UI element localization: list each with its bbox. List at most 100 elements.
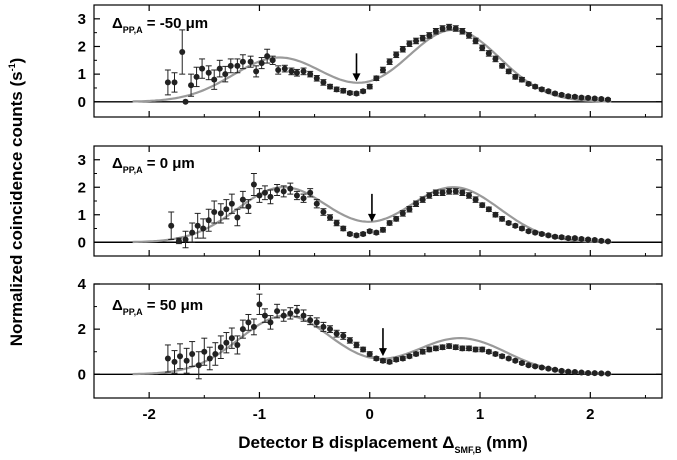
data-point (379, 357, 386, 364)
data-point (591, 237, 598, 244)
y-tick-label: 0 (78, 234, 86, 251)
data-point (399, 46, 406, 53)
data-point (313, 75, 320, 82)
fit-curve (132, 28, 612, 103)
data-point (578, 369, 585, 376)
data-point (320, 323, 327, 330)
data-point (373, 229, 380, 236)
data-point (525, 228, 532, 235)
data-point (193, 73, 200, 80)
data-point (426, 346, 433, 353)
panel-1-label: ΔPP,A = -50 μm (112, 15, 208, 35)
data-point (206, 355, 213, 362)
y-tick-label: 2 (78, 321, 86, 338)
data-point (228, 200, 235, 207)
data-point (512, 222, 519, 229)
data-point (604, 370, 611, 377)
data-point (604, 238, 611, 245)
data-point (373, 75, 380, 82)
data-point (492, 350, 499, 357)
data-point (227, 62, 234, 69)
data-point (188, 82, 195, 89)
x-tick-label: 0 (366, 406, 374, 423)
data-point (307, 317, 314, 324)
data-point (532, 83, 539, 90)
data-point (452, 188, 459, 195)
data-point (413, 200, 420, 207)
data-point (505, 68, 512, 75)
data-point (499, 62, 506, 69)
data-point (205, 69, 212, 76)
data-point (353, 90, 360, 97)
data-point (164, 79, 171, 86)
data-point (168, 222, 175, 229)
data-point (558, 367, 565, 374)
data-point (406, 353, 413, 360)
data-point (234, 214, 241, 221)
panel-3-label: ΔPP,A = 50 μm (112, 297, 203, 317)
data-point (505, 220, 512, 226)
data-point (313, 200, 320, 207)
data-point (346, 337, 353, 344)
data-point (307, 189, 314, 196)
data-point (346, 231, 353, 237)
data-point (194, 222, 201, 229)
data-point (571, 235, 578, 242)
data-point (552, 366, 559, 373)
data-point (538, 86, 545, 93)
x-tick-label: 2 (586, 406, 594, 423)
data-point (200, 225, 207, 232)
data-point (288, 68, 295, 75)
data-point (293, 192, 300, 199)
data-point (177, 353, 184, 360)
data-point (432, 189, 439, 196)
arrow-head (378, 348, 387, 357)
data-point (598, 237, 605, 244)
data-point (558, 234, 565, 241)
data-point (485, 206, 492, 213)
data-point (320, 209, 327, 215)
data-point (578, 94, 585, 101)
data-point (164, 355, 171, 362)
data-point (234, 341, 241, 348)
data-point (406, 40, 413, 47)
data-point (183, 357, 190, 364)
data-point (269, 57, 276, 64)
data-point (179, 49, 186, 56)
data-point (293, 308, 300, 315)
data-point (239, 58, 246, 65)
data-point (532, 363, 539, 370)
data-point (245, 203, 252, 210)
data-point (217, 344, 224, 351)
data-point (201, 348, 208, 355)
data-point (211, 76, 218, 83)
data-point (366, 83, 373, 90)
data-point (280, 188, 287, 195)
data-point (253, 68, 260, 75)
data-point (189, 350, 196, 357)
data-point (499, 215, 506, 222)
data-point (452, 25, 459, 32)
data-point (472, 37, 479, 44)
data-point (222, 71, 229, 78)
data-point (545, 88, 552, 95)
data-point (250, 181, 257, 188)
x-tick-label: 1 (476, 406, 484, 423)
data-point (459, 28, 466, 35)
data-point (223, 206, 230, 213)
data-point (465, 32, 472, 39)
data-point (274, 308, 281, 315)
data-point (333, 220, 340, 226)
data-point (175, 237, 182, 244)
data-point (525, 80, 532, 87)
data-point (552, 90, 559, 97)
data-point (419, 348, 426, 355)
data-point (598, 370, 605, 377)
data-point (256, 301, 263, 308)
data-point (393, 215, 400, 222)
data-point (406, 206, 413, 213)
data-point (340, 332, 347, 339)
data-point (261, 189, 268, 196)
data-point (182, 236, 189, 243)
